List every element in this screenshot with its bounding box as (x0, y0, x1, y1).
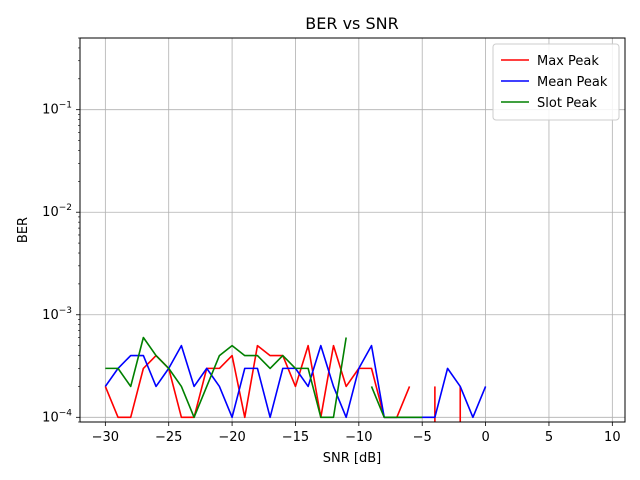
series-line-segment (370, 386, 423, 419)
axis-ticks: −30 −25 −20 −15 −10 −5 0 5 10 10−4 10−3 10−2 10−1 (42, 37, 621, 445)
x-tick-label: −30 (92, 430, 119, 445)
grid-lines (80, 38, 625, 422)
x-tick-label: −15 (282, 430, 309, 445)
x-axis-label: SNR [dB] (323, 451, 381, 466)
x-tick-label: −5 (413, 430, 432, 445)
x-tick-label: −20 (218, 430, 245, 445)
legend-box (492, 43, 620, 121)
x-tick-label: 5 (545, 430, 553, 445)
axes-frame (79, 37, 626, 423)
x-tick-label: 0 (481, 430, 489, 445)
y-tick-label: 10−3 (42, 306, 72, 323)
legend-label: Max Peak (537, 54, 599, 69)
y-axis-label: BER (16, 217, 31, 243)
y-tick-label: 10−1 (42, 101, 72, 118)
legend-label: Mean Peak (537, 75, 608, 90)
chart-title: BER vs SNR (305, 14, 398, 33)
y-tick-label: 10−4 (42, 408, 72, 425)
y-tick-label: 10−2 (42, 203, 72, 220)
legend: Max Peak Mean Peak Slot Peak (492, 43, 620, 121)
series-line-segment (105, 336, 347, 419)
series-lines (104, 336, 487, 422)
series-slot-peak (105, 336, 423, 419)
x-tick-label: −25 (155, 430, 182, 445)
legend-label: Slot Peak (537, 96, 597, 111)
x-tick-label: −10 (345, 430, 372, 445)
x-tick-label: 10 (604, 430, 621, 445)
